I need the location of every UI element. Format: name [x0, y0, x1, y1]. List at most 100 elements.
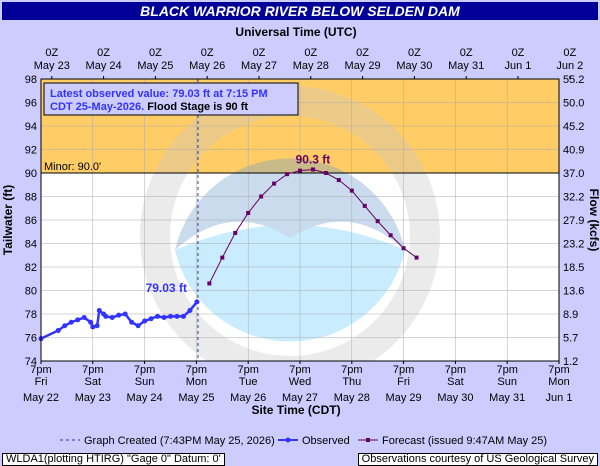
top-tick-date: May 24 [86, 60, 122, 72]
observed-point [122, 311, 128, 317]
forecast-point [207, 281, 212, 286]
right-axis: 1.2 5.7 8.9 13.6 18.5 23.2 27.9 32.2 37.0 40.9 45.… [563, 74, 584, 368]
bottom-tick-day: Fri [397, 376, 410, 388]
legend-forecast: Forecast (issued 9:47AM May 25) [382, 435, 547, 447]
plot-area: Minor: 90.0' 79.03 ft 90.3 ft Latest observ… [38, 78, 560, 362]
forecast-point [259, 194, 264, 199]
bottom-tick-day: Thu [342, 376, 361, 388]
observed-point [174, 313, 180, 319]
observed-point [68, 319, 74, 325]
top-tick-time: 0Z [149, 47, 162, 59]
bottom-tick-day: Mon [186, 376, 207, 388]
top-tick-date: May 30 [396, 60, 432, 72]
observed-point [62, 323, 68, 329]
bottom-tick-time: 7pm [496, 364, 517, 376]
forecast-point [246, 210, 251, 215]
bottom-tick-date: May 28 [334, 392, 370, 404]
bottom-tick-time: 7pm [30, 364, 51, 376]
legend: Graph Created (7:43PM May 25, 2026) Obser… [60, 435, 547, 447]
right-tick-label: 32.2 [563, 192, 584, 204]
left-tick-label: 90 [25, 168, 37, 180]
left-tick-label: 92 [25, 145, 37, 157]
bottom-tick-date: May 25 [178, 392, 214, 404]
top-tick-time: 0Z [45, 47, 58, 59]
bottom-tick-time: 7pm [289, 364, 310, 376]
left-tick-label: 82 [25, 262, 37, 274]
forecast-point [323, 171, 328, 175]
bottom-tick-day: Sat [447, 376, 464, 388]
observed-value-label: 79.03 ft [146, 281, 187, 295]
forecast-point [336, 178, 341, 183]
observed-point [142, 318, 148, 324]
left-tick-label: 96 [25, 98, 37, 110]
left-tick-label: 86 [25, 215, 37, 227]
left-tick-label: 94 [25, 121, 37, 133]
top-tick-time: 0Z [460, 47, 473, 59]
annotation-line2: CDT 25-May-2026. Flood Stage is 90 ft [50, 101, 248, 113]
left-tick-label: 84 [25, 239, 37, 251]
forecast-point [375, 219, 380, 224]
top-tick-date: Jun 2 [556, 60, 583, 72]
observed-point [90, 324, 96, 330]
forecast-point [310, 167, 315, 172]
bottom-tick-date: May 29 [386, 392, 422, 404]
legend-observed: Observed [302, 435, 350, 447]
observed-point [187, 307, 193, 313]
right-tick-label: 27.9 [563, 215, 584, 227]
watermark-sky [175, 158, 405, 250]
bottom-tick-day: Sun [497, 376, 517, 388]
bottom-tick-date: Jun 1 [546, 392, 573, 404]
annotation-line1: Latest observed value: 79.03 ft at 7:15 … [50, 88, 268, 100]
right-tick-label: 5.7 [563, 333, 578, 345]
bottom-tick-day: Mon [548, 376, 569, 388]
legend-observed-marker [285, 437, 291, 443]
top-tick-time: 0Z [253, 47, 266, 59]
observed-point [129, 319, 135, 325]
annotation-box [43, 82, 299, 116]
bottom-tick-date: May 22 [23, 392, 59, 404]
forecast-point [362, 203, 367, 208]
bottom-tick-day: Tue [239, 376, 258, 388]
top-tick-date: May 23 [34, 60, 70, 72]
observed-point [194, 299, 200, 305]
right-tick-label: 50.0 [563, 98, 584, 110]
forecast-point [298, 168, 302, 173]
top-tick-time: 0Z [512, 47, 525, 59]
right-axis-title: Flow (kcfs) [587, 189, 600, 252]
top-tick-date: Jun 1 [505, 60, 532, 72]
right-tick-label: 37.0 [563, 168, 584, 180]
bottom-tick-time: 7pm [134, 364, 155, 376]
top-tick-date: May 29 [345, 60, 381, 72]
right-tick-label: 55.2 [563, 74, 584, 86]
observed-point [55, 327, 61, 333]
top-tick-time: 0Z [408, 47, 421, 59]
left-tick-label: 78 [25, 309, 37, 321]
bottom-tick-time: 7pm [82, 364, 103, 376]
observed-point [88, 319, 94, 325]
forecast-peak-label: 90.3 ft [296, 152, 331, 166]
observed-point [116, 312, 122, 318]
top-tick-date: May 25 [137, 60, 173, 72]
left-tick-label: 80 [25, 286, 37, 298]
left-axis-title: Tailwater (ft) [1, 185, 15, 255]
bottom-tick-date: May 26 [230, 392, 266, 404]
observed-point [94, 323, 100, 329]
left-tick-label: 76 [25, 333, 37, 345]
footer-datum: WLDA1(plotting HTIRG) "Gage 0" Datum: 0' [2, 453, 225, 466]
top-axis-title: Universal Time (UTC) [235, 25, 356, 39]
bottom-axis-title: Site Time (CDT) [251, 403, 340, 417]
bottom-tick-time: 7pm [445, 364, 466, 376]
bottom-tick-date: May 31 [489, 392, 525, 404]
top-tick-date: May 31 [448, 60, 484, 72]
bottom-tick-day: Fri [35, 376, 48, 388]
chart-title: BLACK WARRIOR RIVER BELOW SELDEN DAM [2, 2, 598, 20]
right-tick-label: 40.9 [563, 145, 584, 157]
top-tick-time: 0Z [356, 47, 369, 59]
forecast-point [401, 246, 406, 251]
forecast-point [414, 255, 419, 260]
top-tick-date: May 26 [189, 60, 225, 72]
right-tick-label: 1.2 [563, 356, 578, 368]
